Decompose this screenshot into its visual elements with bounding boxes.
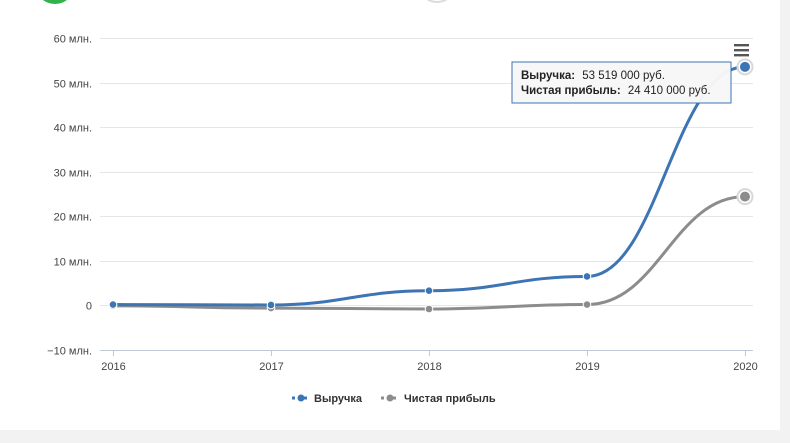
secondary-indicator-icon xyxy=(426,0,448,3)
chart-card: −10 млн. 0 10 млн. 20 млн. 30 млн. 40 млн. 50 … xyxy=(0,0,780,438)
x-tick-label: 2018 xyxy=(417,361,441,373)
tooltip: Выручка: 53 519 000 руб. Чистая прибыль:… xyxy=(511,61,732,104)
legend-profit-label: Чистая прибыль xyxy=(404,393,496,405)
data-point[interactable] xyxy=(266,300,276,310)
data-points xyxy=(108,58,754,314)
legend-profit-marker-icon xyxy=(386,394,394,402)
y-tick-label: 60 млн. xyxy=(54,34,92,46)
series xyxy=(111,65,747,311)
legend-item-revenue[interactable]: Выручка xyxy=(292,393,363,405)
y-tick-label: 30 млн. xyxy=(54,168,92,180)
axes: −10 млн. 0 10 млн. 20 млн. 30 млн. 40 млн. 50 … xyxy=(47,34,758,374)
data-point[interactable] xyxy=(108,300,118,309)
tooltip-line-profit: Чистая прибыль: 24 410 000 руб. xyxy=(521,85,711,97)
data-point[interactable] xyxy=(424,286,434,296)
x-tick-label: 2019 xyxy=(575,361,599,373)
legend: Выручка Чистая прибыль xyxy=(292,393,496,405)
gridlines xyxy=(100,38,753,306)
tooltip-box xyxy=(511,61,732,104)
data-point[interactable] xyxy=(424,304,434,314)
y-tick-label: 20 млн. xyxy=(54,212,92,224)
export-menu-button[interactable] xyxy=(728,40,754,62)
y-tick-label: −10 млн. xyxy=(47,346,92,358)
x-tick-label: 2017 xyxy=(259,361,283,373)
page-margin-bottom xyxy=(0,430,790,438)
y-tick-label: 0 xyxy=(86,301,92,313)
y-tick-label: 40 млн. xyxy=(54,123,92,135)
y-tick-label: 10 млн. xyxy=(54,257,92,269)
y-tick-label: 50 млн. xyxy=(54,79,92,91)
series-line-revenue xyxy=(111,65,747,307)
status-indicator-icon xyxy=(43,0,67,4)
legend-item-profit[interactable]: Чистая прибыль xyxy=(381,393,496,405)
tooltip-revenue-label: Выручка: xyxy=(521,70,575,82)
page-margin-right xyxy=(780,0,790,438)
legend-revenue-marker-icon xyxy=(297,394,305,402)
hamburger-icon xyxy=(734,44,749,57)
tooltip-line-revenue: Выручка: 53 519 000 руб. xyxy=(521,70,665,82)
x-tick-label: 2020 xyxy=(733,361,757,373)
tooltip-profit-label: Чистая прибыль: xyxy=(521,85,621,97)
data-point[interactable] xyxy=(740,191,750,202)
x-tick-label: 2016 xyxy=(101,361,125,373)
series-line-profit xyxy=(111,195,747,311)
tooltip-revenue-value: 53 519 000 руб. xyxy=(582,70,665,82)
legend-revenue-label: Выручка xyxy=(314,393,363,405)
data-point[interactable] xyxy=(740,61,750,72)
line-chart: −10 млн. 0 10 млн. 20 млн. 30 млн. 40 млн. 50 … xyxy=(43,0,758,405)
data-point[interactable] xyxy=(582,300,592,309)
data-point[interactable] xyxy=(582,272,592,281)
tooltip-profit-value: 24 410 000 руб. xyxy=(628,85,711,97)
